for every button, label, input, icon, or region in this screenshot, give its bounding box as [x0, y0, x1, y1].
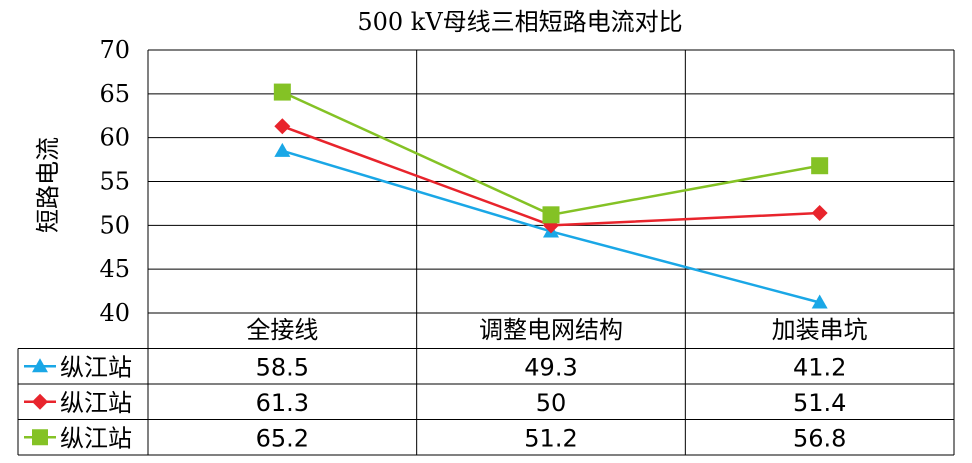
- data-point: [811, 157, 829, 175]
- legend-label: 纵江站: [60, 353, 132, 381]
- legend-marker: [32, 393, 48, 410]
- data-point: [811, 205, 828, 222]
- table-cell-value: 61.3: [256, 389, 309, 417]
- y-tick-label: 40: [99, 299, 130, 327]
- y-axis-label: 短路电流: [34, 137, 62, 233]
- legend-marker: [32, 429, 48, 446]
- y-tick-label: 45: [99, 255, 130, 283]
- series-markers: [273, 83, 829, 309]
- data-point: [273, 83, 291, 101]
- legend-label: 纵江站: [60, 424, 132, 452]
- table-cell-value: 50: [536, 389, 567, 417]
- data-point: [274, 142, 291, 157]
- y-tick-label: 65: [99, 80, 130, 108]
- series-line: [281, 90, 820, 217]
- y-axis-ticks: 70 65 60 55 50 45 40: [99, 36, 130, 327]
- data-table: 纵江站 58.5 49.3 41.2 纵江站 61.3 50 51.4 纵江站 65.2 51.2 5…: [17, 348, 954, 456]
- data-point: [811, 294, 828, 309]
- data-point: [274, 118, 291, 135]
- y-tick-label: 70: [99, 36, 130, 64]
- y-tick-label: 50: [99, 211, 130, 239]
- category-label: 调整电网结构: [479, 316, 623, 344]
- y-tick-label: 60: [99, 124, 130, 152]
- data-point: [542, 206, 560, 224]
- category-label: 加装串坑: [772, 316, 868, 344]
- y-tick-label: 55: [99, 168, 130, 196]
- table-cell-value: 49.3: [524, 353, 577, 381]
- table-cell-value: 56.8: [793, 424, 846, 452]
- table-cell-value: 51.4: [793, 389, 846, 417]
- chart-title: 500 kV母线三相短路电流对比: [357, 8, 682, 36]
- legend-label: 纵江站: [60, 389, 132, 417]
- category-labels: 全接线 调整电网结构 加装串坑: [246, 316, 867, 344]
- table-cell-value: 65.2: [256, 424, 309, 452]
- series-lines: [281, 90, 820, 304]
- table-cell-value: 51.2: [524, 424, 577, 452]
- legend-marker: [32, 358, 48, 373]
- category-label: 全接线: [246, 316, 318, 344]
- table-cell-value: 41.2: [793, 353, 846, 381]
- table-cell-value: 58.5: [256, 353, 309, 381]
